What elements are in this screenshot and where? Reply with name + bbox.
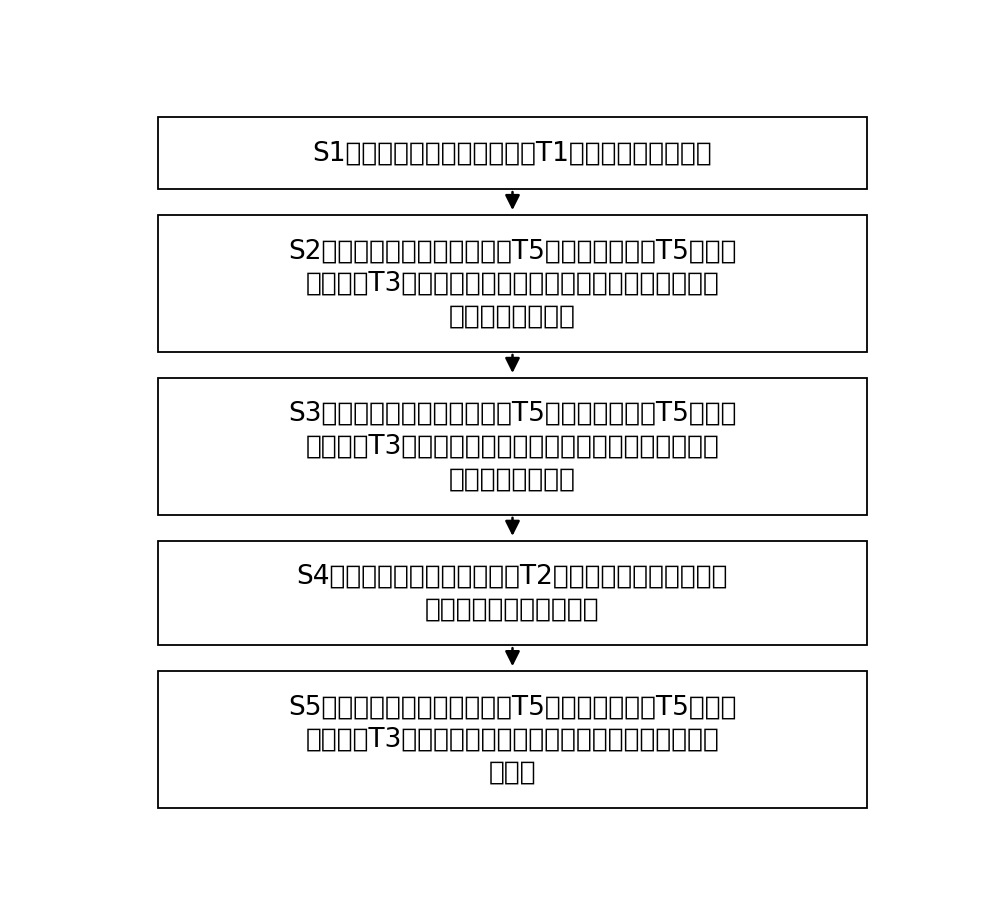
- Text: S4、在第四时刻，控制晶体管T2的栊极输入高电平；所述: S4、在第四时刻，控制晶体管T2的栊极输入高电平；所述: [297, 564, 728, 590]
- Text: S3、在第三时刻，控制晶体管T5的栊极、晶体管T5的漏极: S3、在第三时刻，控制晶体管T5的栊极、晶体管T5的漏极: [288, 401, 737, 427]
- Text: S1、在第一时刻，控制晶体管T1的栊极输入高电平；: S1、在第一时刻，控制晶体管T1的栊极输入高电平；: [313, 140, 712, 167]
- Text: 刻晚于第二时刻；: 刻晚于第二时刻；: [449, 466, 576, 492]
- Text: 第四时刻晚于第三时刻；: 第四时刻晚于第三时刻；: [425, 597, 600, 622]
- Text: 和晶体管T3的漏极均由低电平切换至高电平；所述第二时: 和晶体管T3的漏极均由低电平切换至高电平；所述第二时: [306, 271, 719, 296]
- Text: 和晶体管T3的漏极均由高电平切换至低电平；所述第三时: 和晶体管T3的漏极均由高电平切换至低电平；所述第三时: [306, 434, 719, 459]
- Bar: [158, 541, 867, 645]
- Text: 和晶体管T3的漏极均输入高电平；所述第五时刻晚于第四: 和晶体管T3的漏极均输入高电平；所述第五时刻晚于第四: [306, 727, 719, 753]
- Bar: [158, 215, 867, 352]
- Text: S5、在第五时刻，控制晶体管T5的栊极、晶体管T5的漏极: S5、在第五时刻，控制晶体管T5的栊极、晶体管T5的漏极: [288, 694, 737, 720]
- Bar: [158, 378, 867, 515]
- Text: 刻晚于第一时刻；: 刻晚于第一时刻；: [449, 303, 576, 329]
- Text: S2、在第二时刻，控制晶体管T5的栊极、晶体管T5的漏极: S2、在第二时刻，控制晶体管T5的栊极、晶体管T5的漏极: [288, 238, 737, 264]
- Bar: [158, 117, 867, 189]
- Bar: [158, 672, 867, 808]
- Text: 时刻。: 时刻。: [489, 759, 536, 785]
